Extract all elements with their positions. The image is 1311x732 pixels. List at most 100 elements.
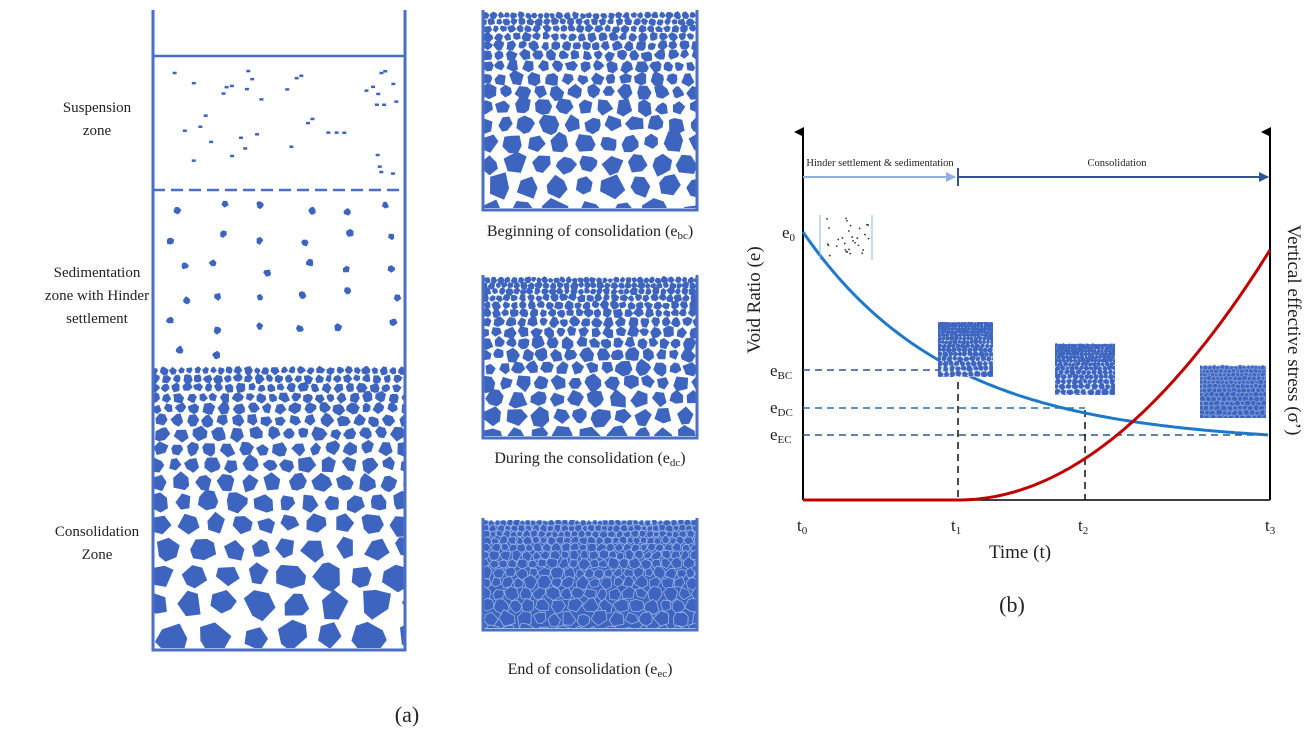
particle (988, 364, 993, 372)
particle (643, 598, 660, 616)
particle (286, 382, 296, 393)
particle (154, 392, 160, 403)
particle (647, 25, 655, 33)
particle (1080, 346, 1084, 351)
particle (1080, 389, 1087, 395)
fine-particle (866, 223, 868, 226)
fine-particle (828, 227, 830, 229)
particle (603, 282, 611, 289)
particle (612, 598, 629, 613)
fine-particle (374, 103, 379, 106)
particle (1087, 349, 1092, 353)
particle (623, 40, 634, 52)
particle (510, 277, 518, 284)
particle (652, 610, 669, 627)
particle (184, 458, 200, 473)
particle (298, 456, 317, 473)
particle (593, 59, 605, 71)
particle (520, 282, 528, 290)
particle (962, 351, 968, 357)
particle (1253, 382, 1259, 389)
particle (1110, 382, 1115, 390)
particle (342, 441, 357, 456)
particle (541, 288, 550, 296)
particle (629, 49, 640, 61)
particle (159, 366, 169, 376)
particle (671, 300, 680, 310)
particle (1115, 355, 1120, 360)
particle (1080, 358, 1087, 363)
particle (527, 560, 539, 569)
particle (547, 520, 556, 527)
particle (364, 538, 390, 561)
particle (612, 536, 621, 544)
particle (372, 375, 382, 384)
particle (686, 179, 696, 198)
floc (183, 296, 191, 305)
particle (654, 427, 673, 436)
particle (321, 456, 336, 473)
particle (584, 281, 591, 289)
particle (954, 330, 959, 334)
particle (524, 543, 534, 552)
particle (940, 339, 945, 344)
particle (613, 576, 625, 588)
particle (691, 50, 696, 60)
particle (599, 300, 610, 310)
container (481, 275, 699, 440)
particle (278, 392, 290, 403)
particle (247, 402, 260, 413)
particle (1055, 389, 1061, 395)
particle (551, 41, 561, 51)
particle (615, 17, 624, 26)
particle (941, 355, 947, 362)
floc (343, 208, 352, 216)
particle (672, 611, 689, 628)
particle (637, 281, 646, 289)
particle (489, 295, 496, 302)
particle (613, 542, 624, 552)
particle (592, 13, 600, 20)
container (481, 10, 699, 212)
particle (1083, 364, 1090, 372)
particle (1111, 352, 1115, 357)
fine-particle (390, 172, 395, 175)
particle (505, 288, 514, 296)
particle (949, 371, 956, 377)
particle (522, 60, 534, 73)
particle (315, 374, 324, 383)
particle (980, 332, 985, 337)
particle (631, 277, 638, 283)
particle (969, 333, 974, 337)
particle (525, 286, 534, 295)
particle (306, 367, 315, 375)
particle (966, 336, 971, 341)
particle (650, 293, 659, 302)
particle (593, 568, 605, 580)
particle (484, 32, 493, 43)
particle (686, 62, 696, 72)
particle (585, 12, 592, 19)
particle (662, 25, 671, 33)
particle (608, 31, 619, 41)
particle (263, 472, 281, 491)
particle (502, 301, 511, 310)
particle (395, 537, 404, 556)
particle (491, 327, 502, 337)
particle (1100, 346, 1104, 351)
fine-particle (246, 69, 251, 73)
particle (561, 41, 572, 51)
particle (976, 360, 983, 367)
particle (1093, 358, 1098, 363)
particle (587, 32, 597, 43)
particle (653, 362, 667, 377)
particle (537, 60, 549, 72)
fine-particle (844, 249, 847, 251)
particle (957, 347, 963, 353)
particle (952, 351, 959, 357)
particle (163, 403, 173, 413)
particle (578, 281, 585, 289)
particle (584, 287, 590, 294)
particle (155, 427, 171, 442)
particle (549, 316, 560, 328)
